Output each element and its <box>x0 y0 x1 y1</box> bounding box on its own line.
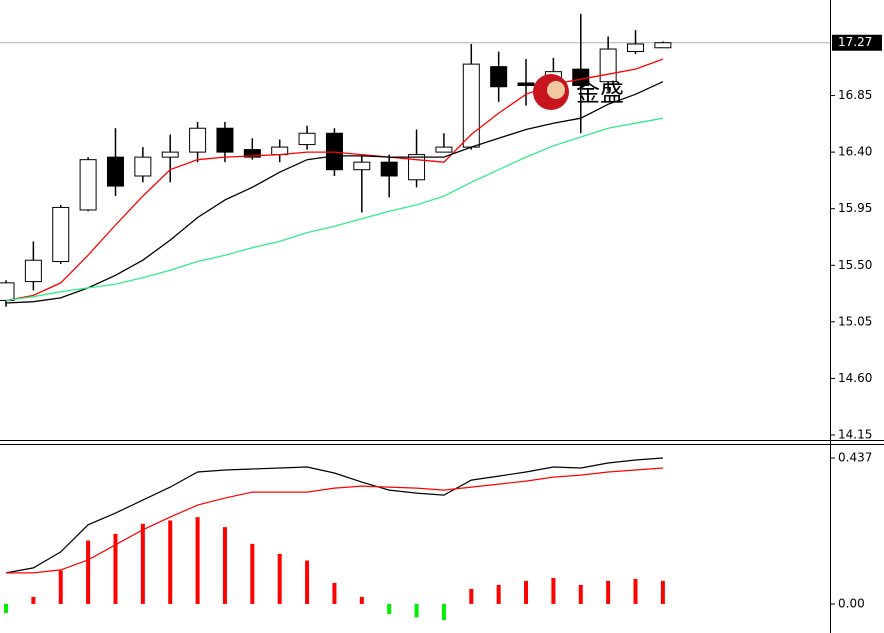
candle-body <box>517 82 535 86</box>
logo <box>547 81 565 99</box>
candle-body <box>298 132 316 146</box>
histogram-bar <box>195 517 200 604</box>
y-tick-label: 15.50 <box>838 258 872 272</box>
y-tick-label: 16.85 <box>838 88 872 102</box>
y-tick-label: 0.437 <box>838 451 872 465</box>
histogram-bar <box>606 580 611 604</box>
histogram-bar <box>469 588 474 604</box>
histogram-bar <box>387 603 392 614</box>
candle-body <box>52 206 70 262</box>
candle-body <box>24 259 42 283</box>
histogram-bar <box>524 580 529 604</box>
candle-body <box>134 156 152 177</box>
candle-body <box>408 154 426 181</box>
moving-average <box>5 117 664 302</box>
candle-body <box>435 146 453 153</box>
histogram-bar <box>222 527 227 604</box>
indicator-line <box>5 457 663 574</box>
candle-body <box>627 43 645 53</box>
candle-body <box>654 42 672 49</box>
candle-body <box>106 156 124 187</box>
last-price-box <box>832 34 882 51</box>
histogram-bar <box>578 584 583 604</box>
candle-body <box>243 149 261 158</box>
watermark: 金盛 <box>533 74 624 110</box>
histogram-bar <box>140 523 145 604</box>
candle-body <box>189 127 207 153</box>
histogram-bar <box>86 540 91 604</box>
candle-body <box>79 159 97 211</box>
candle-body <box>353 161 371 171</box>
y-tick-label: 15.95 <box>838 201 872 215</box>
moving-average <box>5 81 664 304</box>
y-tick-label: 15.05 <box>838 314 872 328</box>
histogram-bar <box>414 603 419 618</box>
y-tick-label: 14.60 <box>838 371 872 385</box>
candle-body <box>161 151 179 158</box>
histogram-bar <box>58 570 63 604</box>
histogram-bar <box>4 603 8 613</box>
y-tick-label: 0.00 <box>838 596 865 610</box>
last-price-label: 17.27 <box>838 35 872 49</box>
y-tick-label: 16.40 <box>838 145 872 159</box>
candle-body <box>490 66 508 88</box>
y-tick-label: 14.15 <box>838 427 872 441</box>
candle-body <box>380 161 398 177</box>
histogram-bar <box>250 543 255 604</box>
histogram-bar <box>31 596 36 604</box>
histogram-bar <box>277 553 282 604</box>
histogram-bar <box>496 584 501 604</box>
candle-body <box>599 48 617 83</box>
watermark-text: 金盛 <box>576 79 624 107</box>
histogram-bar <box>441 603 446 620</box>
candle-body <box>0 282 15 301</box>
histogram-bar <box>359 596 364 604</box>
histogram-bar <box>113 533 118 604</box>
histogram-bar <box>332 582 337 604</box>
histogram-bar <box>168 520 173 604</box>
histogram-bar <box>551 577 556 604</box>
indicator-line <box>6 467 663 574</box>
histogram-bar <box>305 560 310 604</box>
histogram-bar <box>660 580 665 604</box>
histogram-bar <box>633 578 638 604</box>
candle-body <box>216 127 234 153</box>
